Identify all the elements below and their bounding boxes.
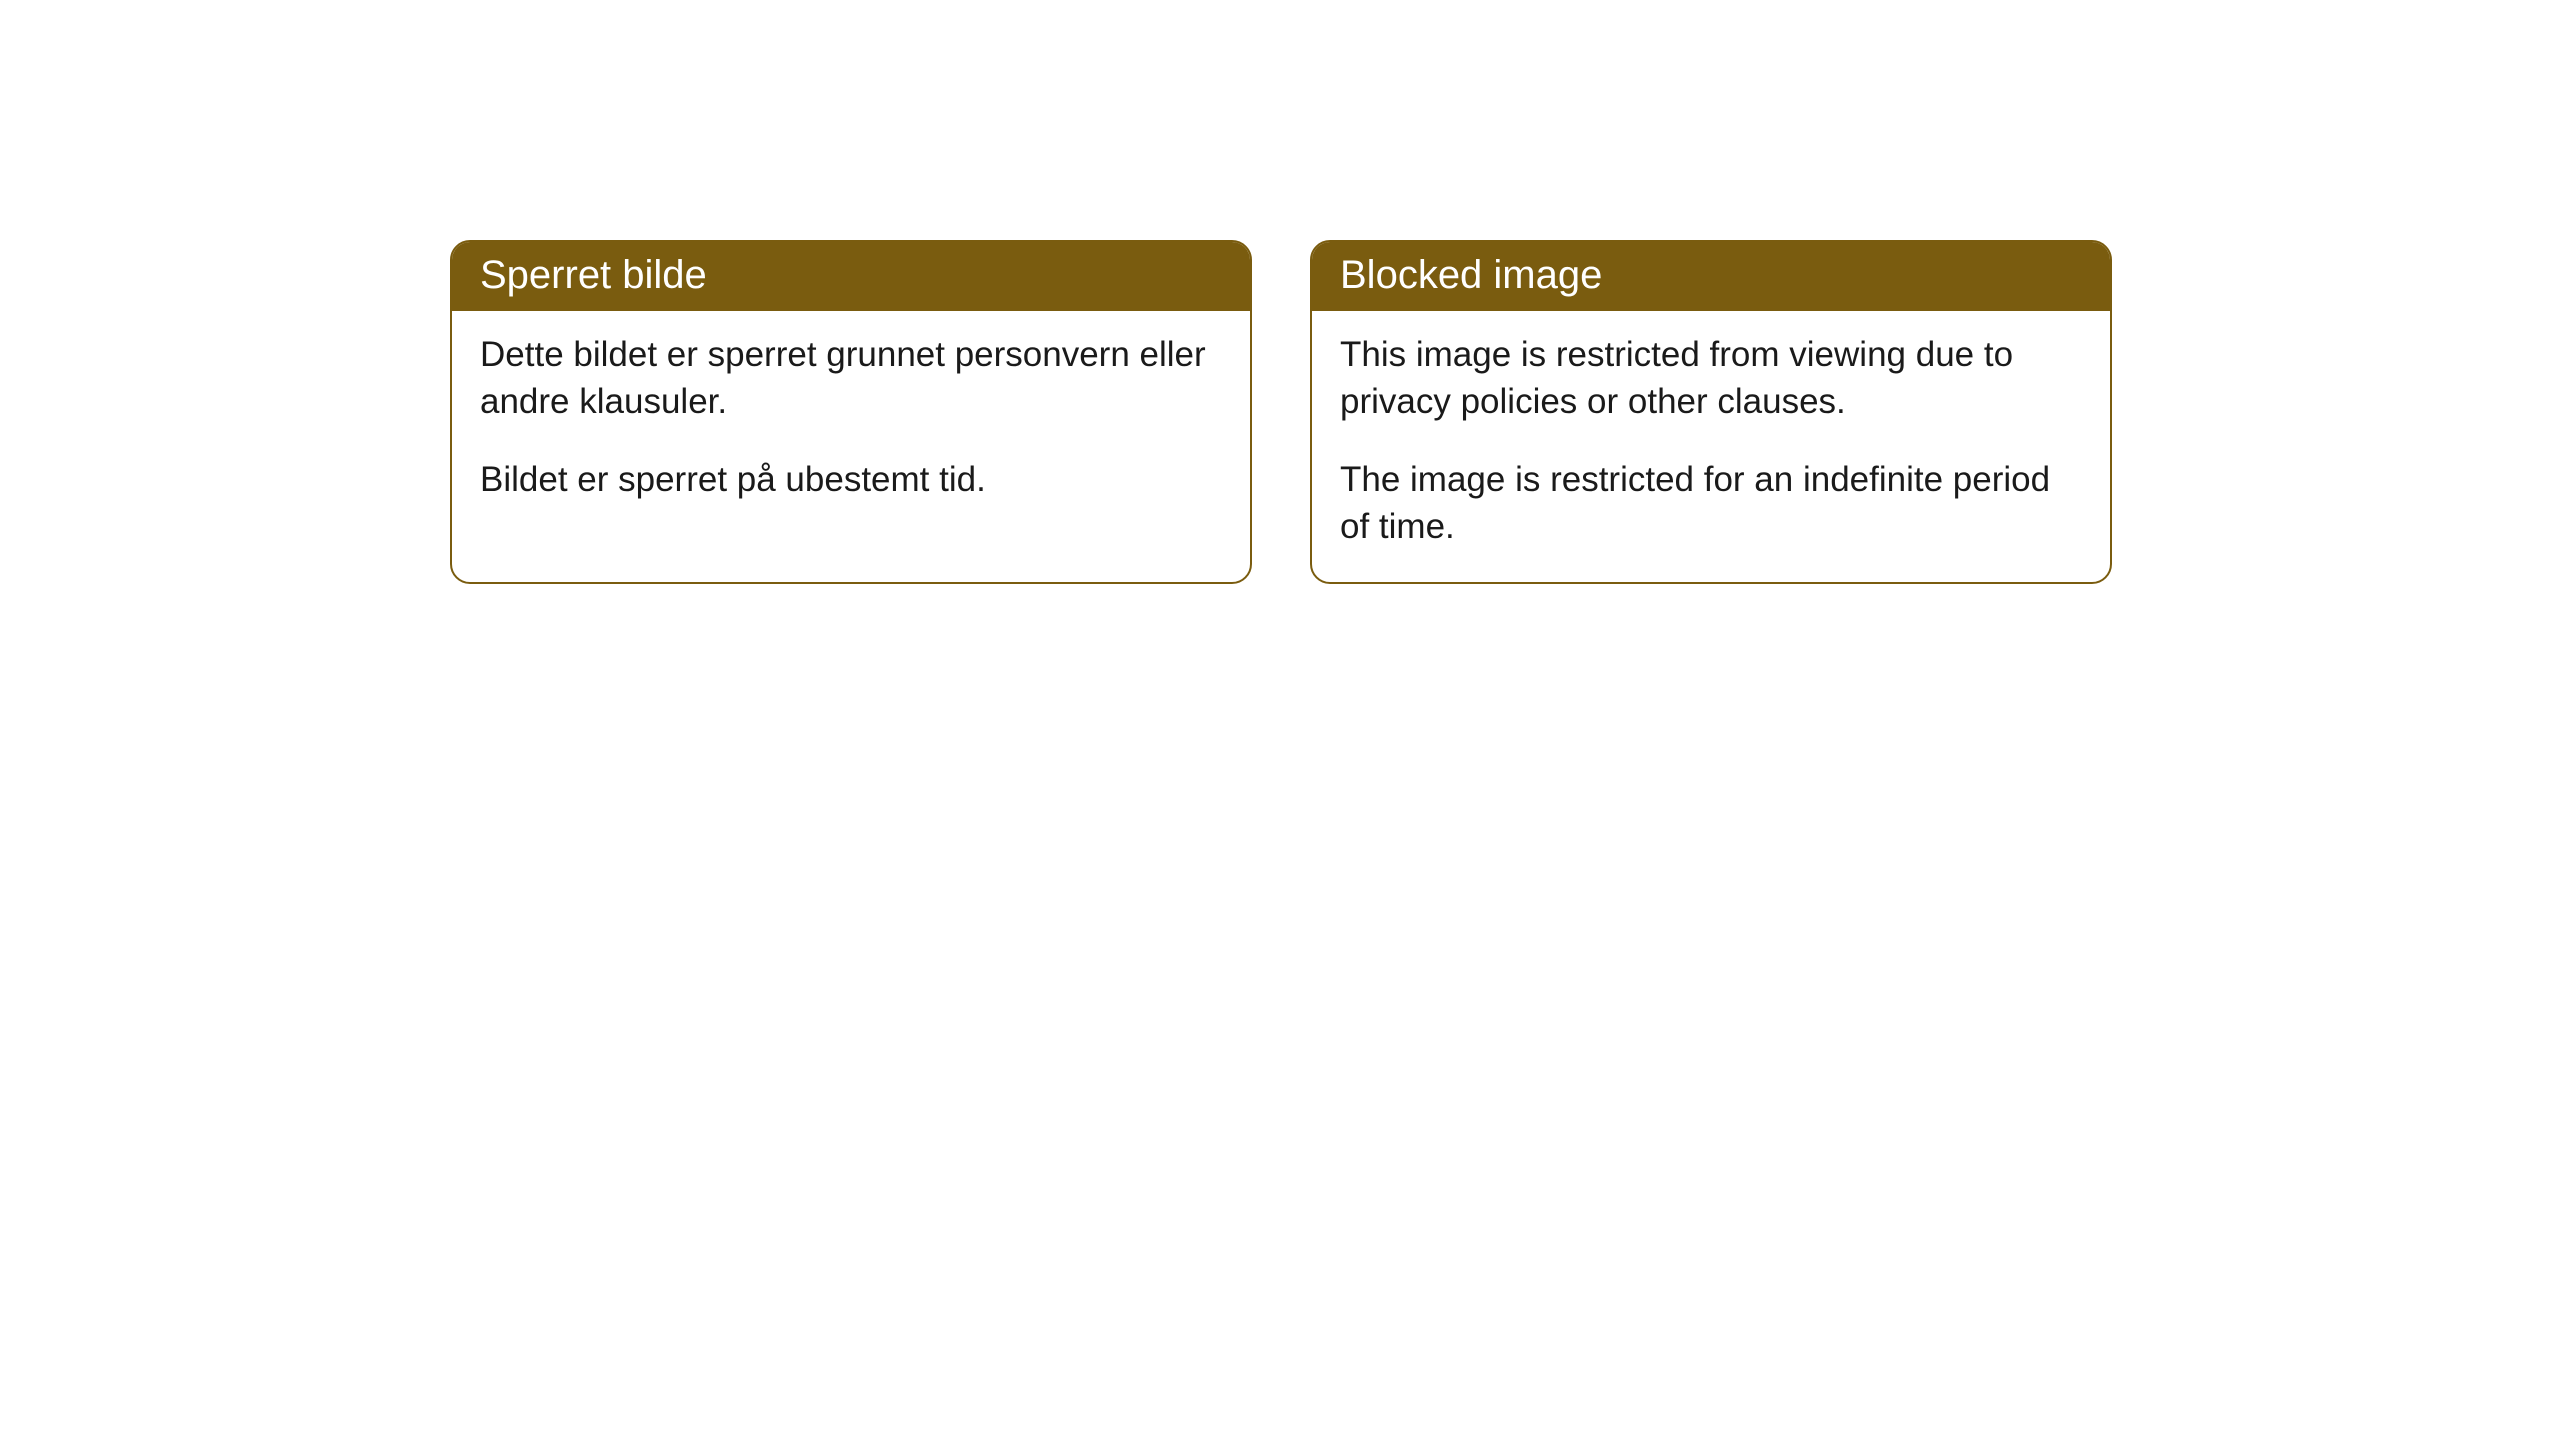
blocked-image-card-norwegian: Sperret bilde Dette bildet er sperret gr… [450,240,1252,584]
card-header: Blocked image [1312,242,2110,311]
card-paragraph: Dette bildet er sperret grunnet personve… [480,331,1222,426]
card-title: Blocked image [1340,253,1602,297]
card-header: Sperret bilde [452,242,1250,311]
card-body: Dette bildet er sperret grunnet personve… [452,311,1250,535]
cards-container: Sperret bilde Dette bildet er sperret gr… [450,240,2112,584]
card-paragraph: Bildet er sperret på ubestemt tid. [480,456,1222,503]
card-paragraph: The image is restricted for an indefinit… [1340,456,2082,551]
card-paragraph: This image is restricted from viewing du… [1340,331,2082,426]
card-title: Sperret bilde [480,253,707,297]
blocked-image-card-english: Blocked image This image is restricted f… [1310,240,2112,584]
card-body: This image is restricted from viewing du… [1312,311,2110,582]
